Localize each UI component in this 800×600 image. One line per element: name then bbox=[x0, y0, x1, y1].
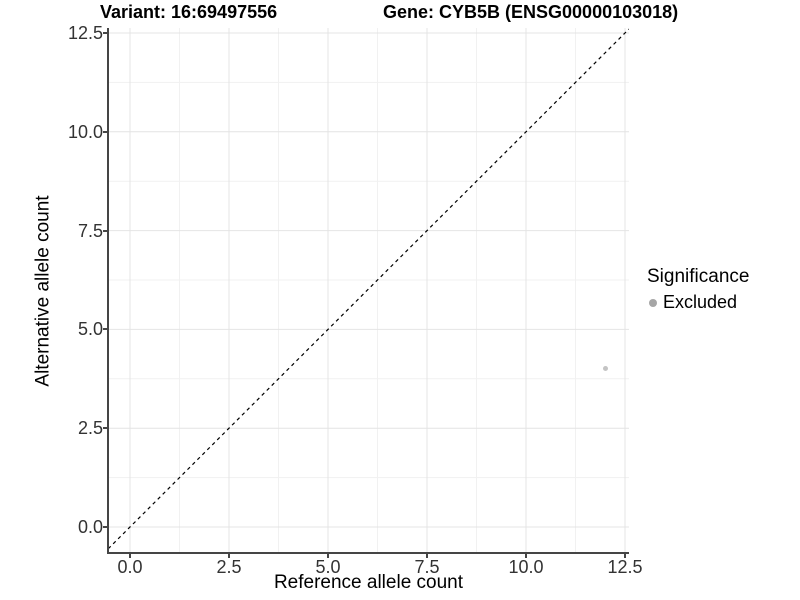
x-axis-tick bbox=[426, 554, 428, 558]
y-axis-tick bbox=[103, 328, 107, 331]
y-axis-title: Alternative allele count bbox=[32, 195, 54, 387]
legend-entry-excluded: Excluded bbox=[647, 292, 749, 313]
identity-dashed-line bbox=[108, 28, 629, 550]
y-tick-label: 10.0 bbox=[67, 121, 103, 142]
y-axis-line bbox=[107, 28, 109, 554]
y-tick-label: 12.5 bbox=[67, 23, 103, 43]
x-tick-label: 5.0 bbox=[315, 557, 341, 577]
x-axis-tick bbox=[624, 554, 626, 558]
x-axis-title: Reference allele count bbox=[273, 572, 464, 593]
x-axis-line bbox=[107, 552, 629, 554]
y-axis-tick bbox=[103, 130, 107, 133]
data-point-excluded bbox=[602, 366, 608, 372]
y-tick-label: 0.0 bbox=[77, 517, 103, 537]
y-tick-label: 2.5 bbox=[77, 418, 103, 439]
x-tick-label: 12.5 bbox=[607, 557, 643, 577]
legend-title: Significance bbox=[647, 266, 750, 287]
y-tick-label: 5.0 bbox=[77, 319, 103, 340]
x-axis-tick bbox=[525, 554, 527, 558]
y-tick-label: 7.5 bbox=[77, 220, 103, 241]
x-tick-label: 0.0 bbox=[117, 557, 143, 577]
legend: Significance Excluded bbox=[647, 266, 749, 313]
plot-title-variant: Variant: 16:69497556 bbox=[100, 2, 278, 22]
y-axis-tick bbox=[103, 427, 107, 430]
plot-area-svg bbox=[108, 28, 629, 553]
plot-title-gene: Gene: CYB5B (ENSG00000103018) bbox=[383, 2, 679, 22]
x-axis-tick bbox=[327, 554, 329, 558]
x-axis-tick bbox=[228, 554, 230, 558]
x-tick-label: 2.5 bbox=[216, 557, 242, 577]
y-axis-tick bbox=[103, 229, 107, 232]
plot-panel bbox=[108, 28, 629, 553]
x-axis-tick bbox=[129, 554, 131, 558]
x-tick-label: 10.0 bbox=[508, 557, 544, 577]
y-axis-tick bbox=[103, 32, 107, 34]
legend-entry-label: Excluded bbox=[663, 292, 738, 312]
y-axis-tick bbox=[103, 526, 107, 528]
x-tick-label: 7.5 bbox=[414, 557, 440, 577]
excluded-point-icon bbox=[649, 298, 657, 307]
